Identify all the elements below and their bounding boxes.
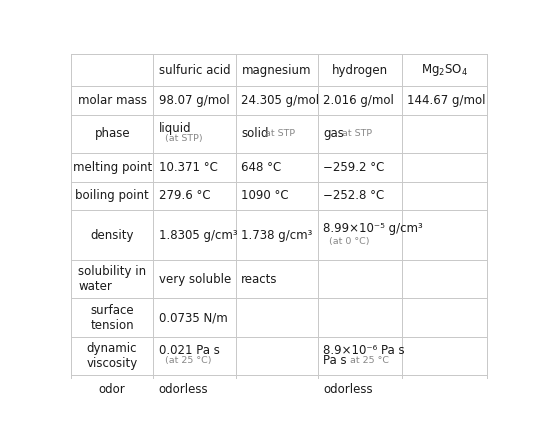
Text: 98.07 g/mol: 98.07 g/mol [159, 94, 230, 107]
Text: at 25 °C: at 25 °C [344, 357, 389, 366]
Text: 1.8305 g/cm³: 1.8305 g/cm³ [159, 229, 237, 242]
Text: 24.305 g/mol: 24.305 g/mol [241, 94, 319, 107]
Text: solid: solid [241, 127, 269, 140]
Text: at STP: at STP [265, 130, 295, 138]
Text: gas: gas [323, 127, 344, 140]
Text: odorless: odorless [323, 383, 373, 396]
Text: melting point: melting point [72, 161, 152, 174]
Text: 0.0735 N/m: 0.0735 N/m [159, 311, 227, 324]
Text: Mg$_2$SO$_4$: Mg$_2$SO$_4$ [421, 62, 468, 78]
Text: reacts: reacts [241, 273, 277, 286]
Text: 2.016 g/mol: 2.016 g/mol [323, 94, 394, 107]
Text: liquid: liquid [159, 122, 191, 135]
Text: phase: phase [95, 127, 130, 140]
Text: 10.371 °C: 10.371 °C [159, 161, 218, 174]
Text: solubility in
water: solubility in water [78, 265, 146, 294]
Text: (at 0 °C): (at 0 °C) [330, 237, 370, 246]
Text: (at 25 °C): (at 25 °C) [165, 357, 212, 366]
Text: density: density [90, 229, 134, 242]
Text: 648 °C: 648 °C [241, 161, 281, 174]
Text: at STP: at STP [342, 130, 372, 138]
Text: 8.99×10⁻⁵ g/cm³: 8.99×10⁻⁵ g/cm³ [323, 222, 423, 235]
Text: odor: odor [99, 383, 126, 396]
Text: magnesium: magnesium [242, 63, 312, 77]
Text: boiling point: boiling point [76, 190, 149, 202]
Text: 8.9×10⁻⁶ Pa s: 8.9×10⁻⁶ Pa s [323, 345, 405, 357]
Text: sulfuric acid: sulfuric acid [159, 63, 230, 77]
Text: −252.8 °C: −252.8 °C [323, 190, 385, 202]
Text: (at STP): (at STP) [165, 134, 202, 143]
Text: 279.6 °C: 279.6 °C [159, 190, 211, 202]
Text: hydrogen: hydrogen [332, 63, 388, 77]
Text: dynamic
viscosity: dynamic viscosity [86, 342, 138, 370]
Text: 1.738 g/cm³: 1.738 g/cm³ [241, 229, 312, 242]
Text: molar mass: molar mass [78, 94, 147, 107]
Text: 0.021 Pa s: 0.021 Pa s [159, 345, 220, 357]
Text: very soluble: very soluble [159, 273, 231, 286]
Text: odorless: odorless [159, 383, 208, 396]
Text: surface
tension: surface tension [90, 304, 134, 332]
Text: −259.2 °C: −259.2 °C [323, 161, 385, 174]
Text: 144.67 g/mol: 144.67 g/mol [407, 94, 486, 107]
Text: Pa s: Pa s [323, 354, 347, 367]
Text: 1090 °C: 1090 °C [241, 190, 289, 202]
